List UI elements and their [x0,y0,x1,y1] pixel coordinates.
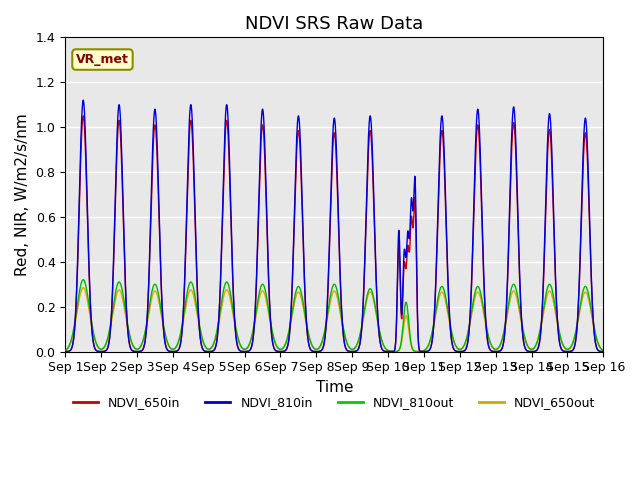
Text: VR_met: VR_met [76,53,129,66]
Y-axis label: Red, NIR, W/m2/s/nm: Red, NIR, W/m2/s/nm [15,113,30,276]
X-axis label: Time: Time [316,380,353,395]
Title: NDVI SRS Raw Data: NDVI SRS Raw Data [245,15,424,33]
Legend: NDVI_650in, NDVI_810in, NDVI_810out, NDVI_650out: NDVI_650in, NDVI_810in, NDVI_810out, NDV… [68,391,600,414]
